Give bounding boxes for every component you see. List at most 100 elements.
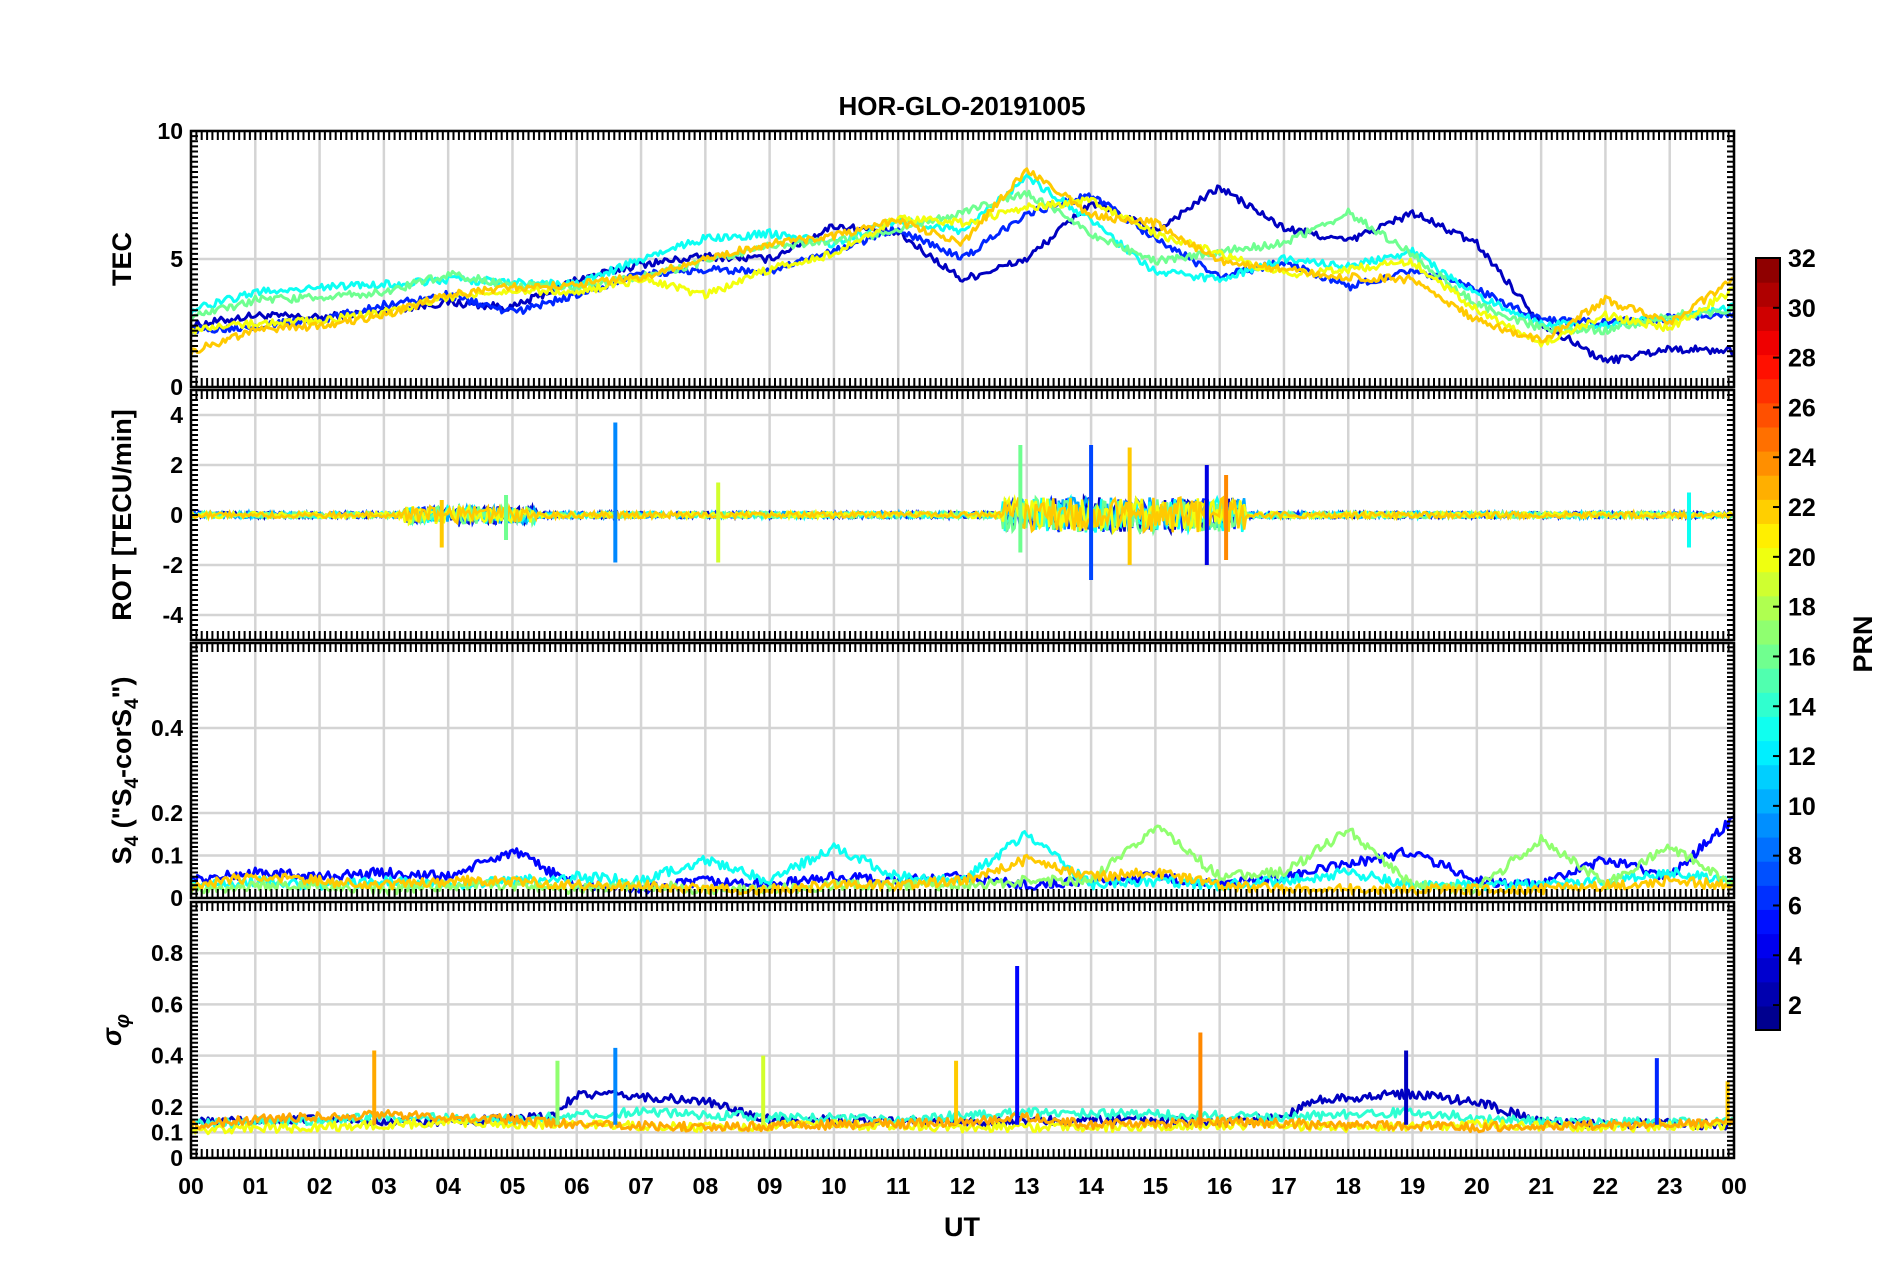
x-tick-label: 00 [178,1173,204,1199]
series-prn-22 [191,167,1734,356]
y-minor-ticks [191,389,1734,641]
y-axis-label: ROT [TECU/min] [107,409,137,620]
y-tick-label: 0.2 [151,1094,183,1120]
y-tick-label: 0.4 [151,715,183,741]
colorbar-segment [1756,812,1780,838]
colorbar-tick-label: 32 [1788,245,1816,273]
x-axis: 00 01 02 03 04 05 06 07 08 09 10 11 12 13 14 15 16 17 18 19… [178,1173,1747,1199]
x-tick-label: 03 [371,1173,397,1199]
x-tick-label: 20 [1464,1173,1490,1199]
chart-title: HOR-GLO-20191005 [838,91,1085,121]
colorbar-segment [1756,354,1780,380]
colorbar-segment [1756,668,1780,693]
y-tick-label: 10 [157,118,183,144]
x-tick-label: 08 [693,1173,719,1199]
x-tick-label: 10 [821,1173,847,1199]
colorbar-tick-label: 10 [1788,793,1816,821]
y-tick-label: 0 [170,885,183,911]
y-minor-ticks [191,901,1734,1159]
y-tick-label: 0 [170,374,183,400]
colorbar-segment [1756,571,1780,597]
y-minor-ticks [191,130,1734,388]
colorbar-segment [1756,933,1780,959]
colorbar-segment [1756,451,1780,476]
y-minor-ticks [191,642,1734,899]
y-tick-label: 0.2 [151,800,183,826]
colorbar-segment [1756,499,1780,524]
colorbar-segment [1756,716,1780,742]
x-tick-label: 19 [1400,1173,1426,1199]
colorbar-segment [1756,740,1780,766]
panel-rot: -4 -2 0 2 4 ROT [TECU/min] [107,388,1736,642]
y-tick-label: 2 [170,452,183,478]
series-prn-22 [191,853,1734,897]
x-tick-label: 18 [1335,1173,1361,1199]
colorbar-segment [1756,547,1780,573]
y-tick-label: 5 [170,246,183,272]
colorbar-tick-label: 28 [1788,345,1816,373]
colorbar-tick-label: 26 [1788,394,1816,422]
colorbar-segment [1756,426,1780,452]
colorbar-tick-label: 4 [1788,942,1802,970]
colorbar-segment [1756,282,1780,307]
colorbar-segment [1756,981,1780,1007]
colorbar-segment [1756,258,1780,283]
colorbar-segment [1756,475,1780,500]
colorbar-box [1755,257,1781,1031]
colorbar-segment [1756,306,1780,331]
y-axis-label: S4 ("S4-corS4") [107,677,143,865]
x-tick-label: 05 [500,1173,526,1199]
x-tick-label: 12 [950,1173,976,1199]
y-tick-label: 0.4 [151,1043,183,1069]
y-tick-label: 0 [170,502,183,528]
y-tick-label: 0 [170,1145,183,1171]
x-tick-label: 06 [564,1173,590,1199]
series-prn-23 [191,1109,1734,1134]
y-tick-label: -4 [163,602,184,628]
y-tick-label: 0.1 [151,843,183,869]
colorbar-tick-label: 18 [1788,594,1816,622]
colorbar-tick-label: 14 [1788,693,1816,721]
x-tick-label: 22 [1593,1173,1619,1199]
colorbar-tick-label: 16 [1788,643,1816,671]
x-tick-label: 17 [1271,1173,1297,1199]
y-tick-label: 4 [170,402,183,428]
series-prn-22 [191,495,1734,535]
x-tick-label: 14 [1078,1173,1104,1199]
series-prn-3 [191,184,1734,365]
x-tick-label: 02 [307,1173,333,1199]
x-tick-label: 21 [1528,1173,1554,1199]
x-tick-label: 23 [1657,1173,1683,1199]
colorbar-segment [1756,1005,1780,1031]
colorbar-tick-label: 8 [1788,843,1802,871]
panel-sigma: 00.10.2 0.4 0.6 0.8 σφ [97,900,1736,1171]
panel-tec: 0 5 10 TEC [107,118,1736,400]
colorbar-segment [1756,837,1780,862]
x-tick-label: 07 [628,1173,654,1199]
series-group [191,422,1734,580]
x-tick-label: 15 [1143,1173,1169,1199]
y-tick-label: 0.1 [151,1119,183,1145]
colorbar-label: PRN [1848,615,1878,672]
x-tick-label: 16 [1207,1173,1233,1199]
panel-s4: 0 0.1 0.2 0.4 S4 ("S4-corS4") [107,641,1736,911]
colorbar-segment [1756,619,1780,645]
colorbar-segment [1756,378,1780,404]
colorbar-segment [1756,692,1780,717]
y-axis-label: TEC [107,232,137,286]
colorbar-tick-label: 2 [1788,992,1802,1020]
colorbar-segment [1756,861,1780,886]
y-tick-label: 0.8 [151,940,183,966]
colorbar-segment [1756,330,1780,356]
colorbar-segment [1756,595,1780,621]
colorbar-tick-label: 6 [1788,892,1802,920]
colorbar-segment [1756,523,1780,549]
series-prn-20 [191,1116,1734,1136]
colorbar-segment [1756,764,1780,790]
colorbar-segment [1756,788,1780,814]
series-group [191,815,1734,897]
series-group [191,966,1734,1136]
